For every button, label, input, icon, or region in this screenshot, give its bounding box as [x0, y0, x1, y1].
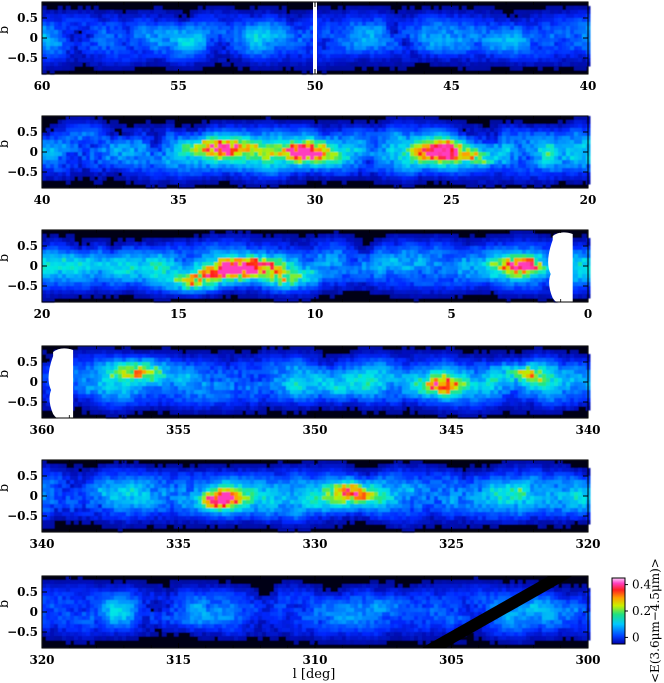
colorbar-gradient [611, 577, 626, 645]
y-tick-label: 0 [30, 375, 38, 389]
heatmap-cells [42, 230, 591, 303]
x-tick-label: 5 [447, 307, 455, 321]
y-tick-label: −0.5 [7, 165, 38, 179]
y-tick-label: 0.5 [17, 125, 38, 139]
x-tick-label: 20 [580, 193, 597, 207]
y-tick-label: 0.5 [17, 469, 38, 483]
x-tick-label: 300 [575, 653, 600, 667]
heatmap-cells [42, 346, 591, 419]
colorbar: 0 0.2 0.4 [611, 577, 651, 645]
x-tick-label: 320 [575, 537, 600, 551]
x-tick-label: 335 [166, 537, 191, 551]
map-panel: 360 355 350 345 340 −0.5 0 0.5 b [0, 345, 601, 437]
y-tick-label: 0.5 [17, 355, 38, 369]
x-tick-label: 35 [170, 193, 187, 207]
y-axis-label: b [0, 484, 12, 492]
x-tick-label: 340 [29, 537, 54, 551]
x-tick-label: 45 [443, 79, 460, 93]
y-tick-label: 0.5 [17, 239, 38, 253]
x-tick-label: 310 [302, 653, 327, 667]
y-tick-label: 0.5 [17, 11, 38, 25]
x-tick-label: 30 [307, 193, 324, 207]
data-gap-line [313, 0, 317, 76]
x-tick-label: 330 [302, 537, 327, 551]
x-tick-label: 20 [34, 307, 51, 321]
x-tick-label: 0 [584, 307, 592, 321]
x-tick-label: 360 [29, 423, 54, 437]
x-axis-label: l [deg] [293, 667, 336, 682]
y-tick-label: 0 [30, 605, 38, 619]
x-tick-label: 15 [170, 307, 187, 321]
x-tick-label: 60 [34, 79, 51, 93]
x-tick-label: 40 [580, 79, 597, 93]
panel-axes: 360 355 350 345 340 −0.5 0 0.5 b [0, 346, 601, 437]
x-tick-label: 325 [439, 537, 464, 551]
coverage-gap-stripe [421, 576, 573, 648]
y-tick-label: −0.5 [7, 625, 38, 639]
y-tick-label: −0.5 [7, 51, 38, 65]
y-tick-label: 0 [30, 31, 38, 45]
heatmap-cells [42, 116, 591, 189]
heatmap-cells [42, 460, 591, 533]
x-tick-label: 350 [302, 423, 327, 437]
x-tick-label: 55 [170, 79, 187, 93]
colorbar-tick-label: 0 [632, 630, 640, 644]
y-tick-label: 0 [30, 145, 38, 159]
map-panel: 60 55 50 45 40 −0.5 0 0.5 b [0, 0, 596, 93]
y-tick-label: −0.5 [7, 279, 38, 293]
y-axis-label: b [0, 254, 12, 262]
panel-axes: 320 315 310 305 300 −0.5 0 0.5 b [0, 576, 601, 667]
map-panel: 320 315 310 305 300 −0.5 0 0.5 b [0, 575, 601, 667]
map-panel: 20 15 10 5 0 −0.5 0 0.5 b [0, 229, 592, 321]
y-tick-label: −0.5 [7, 509, 38, 523]
y-tick-label: −0.5 [7, 395, 38, 409]
y-axis-label: b [0, 26, 12, 34]
y-axis-label: b [0, 140, 12, 148]
masked-region [548, 232, 573, 305]
x-tick-label: 320 [29, 653, 54, 667]
y-tick-label: 0 [30, 489, 38, 503]
panel-axes: 340 335 330 325 320 −0.5 0 0.5 b [0, 460, 601, 551]
map-panel: 340 335 330 325 320 −0.5 0 0.5 b [0, 459, 601, 551]
y-axis-label: b [0, 370, 12, 378]
masked-region [48, 348, 74, 421]
x-tick-label: 345 [439, 423, 464, 437]
y-tick-label: 0 [30, 259, 38, 273]
x-tick-label: 40 [34, 193, 51, 207]
x-tick-label: 50 [307, 79, 324, 93]
colorbar-label: <E(3.6μm−4.5μm)> [648, 558, 662, 683]
x-tick-label: 305 [439, 653, 464, 667]
panel-axes: 40 35 30 25 20 −0.5 0 0.5 b [0, 116, 596, 207]
y-axis-label: b [0, 600, 12, 608]
colorbar-tick-label: 0.2 [632, 604, 651, 618]
x-tick-label: 355 [166, 423, 191, 437]
map-panel: 40 35 30 25 20 −0.5 0 0.5 b [0, 115, 596, 207]
colorbar-tick-label: 0.4 [632, 578, 651, 592]
x-tick-label: 315 [166, 653, 191, 667]
x-tick-label: 340 [575, 423, 600, 437]
x-tick-label: 25 [443, 193, 460, 207]
panel-axes: 60 55 50 45 40 −0.5 0 0.5 b [0, 2, 596, 93]
x-tick-label: 10 [307, 307, 324, 321]
panel-axes: 20 15 10 5 0 −0.5 0 0.5 b [0, 230, 592, 321]
y-tick-label: 0.5 [17, 585, 38, 599]
